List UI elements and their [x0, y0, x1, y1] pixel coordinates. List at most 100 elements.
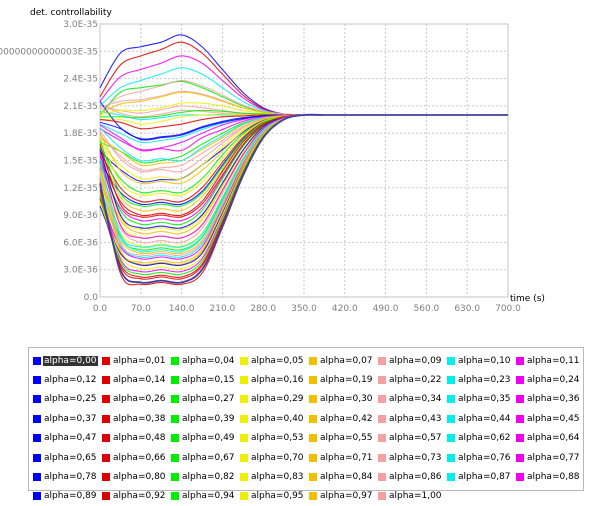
legend-label: alpha=0,34: [389, 394, 442, 405]
legend-label: alpha=0,38: [113, 413, 166, 424]
legend-item[interactable]: alpha=0,29: [240, 390, 309, 409]
legend-item[interactable]: alpha=0,48: [102, 429, 171, 448]
legend-item[interactable]: alpha=0,09: [378, 351, 447, 370]
legend-item[interactable]: alpha=0,12: [33, 370, 102, 389]
legend-item[interactable]: alpha=0,23: [447, 370, 516, 389]
legend-item[interactable]: alpha=0,01: [102, 351, 171, 370]
legend-swatch-icon: [378, 395, 386, 404]
legend-item[interactable]: alpha=0,25: [33, 390, 102, 409]
legend-item[interactable]: alpha=0,92: [102, 487, 171, 506]
legend-label: alpha=0,40: [251, 413, 304, 424]
legend-item[interactable]: alpha=0,45: [516, 409, 585, 428]
legend-item[interactable]: alpha=0,43: [378, 409, 447, 428]
x-tick-label: 210.0: [210, 304, 236, 314]
legend-item[interactable]: alpha=0,55: [309, 429, 378, 448]
legend-item[interactable]: alpha=0,66: [102, 448, 171, 467]
legend-item[interactable]: alpha=0,88: [516, 467, 585, 486]
legend-item[interactable]: alpha=0,35: [447, 390, 516, 409]
legend-item[interactable]: alpha=0,71: [309, 448, 378, 467]
legend-item[interactable]: alpha=0,04: [171, 351, 240, 370]
legend-item[interactable]: alpha=0,24: [516, 370, 585, 389]
legend-label: alpha=0,14: [113, 375, 166, 386]
legend-item[interactable]: alpha=0,14: [102, 370, 171, 389]
legend-item[interactable]: alpha=0,11: [516, 351, 585, 370]
legend-swatch-icon: [516, 376, 524, 385]
legend-item[interactable]: alpha=0,73: [378, 448, 447, 467]
legend-item[interactable]: alpha=0,87: [447, 467, 516, 486]
legend-item[interactable]: alpha=0,82: [171, 467, 240, 486]
legend-item[interactable]: alpha=0,94: [171, 487, 240, 506]
legend-label: alpha=0,71: [320, 452, 373, 463]
legend-item[interactable]: alpha=0,97: [309, 487, 378, 506]
legend-swatch-icon: [378, 356, 386, 365]
legend-item[interactable]: alpha=0,22: [378, 370, 447, 389]
legend-swatch-icon: [102, 453, 110, 462]
y-tick-label: 3.0E-36: [63, 266, 98, 276]
legend-item[interactable]: alpha=0,70: [240, 448, 309, 467]
chart-series-group: [99, 34, 508, 286]
legend-item[interactable]: alpha=0,67: [171, 448, 240, 467]
legend-swatch-icon: [171, 356, 179, 365]
legend-label: alpha=0,82: [182, 472, 235, 483]
legend-item[interactable]: alpha=0,65: [33, 448, 102, 467]
legend-label: alpha=0,09: [389, 355, 442, 366]
legend-item[interactable]: alpha=0,10: [447, 351, 516, 370]
legend-item[interactable]: alpha=0,40: [240, 409, 309, 428]
legend-item[interactable]: alpha=0,00: [33, 351, 102, 370]
legend-item[interactable]: alpha=0,39: [171, 409, 240, 428]
legend-swatch-icon: [309, 414, 317, 423]
legend-item[interactable]: alpha=0,44: [447, 409, 516, 428]
legend-label: alpha=0,97: [320, 491, 373, 502]
legend-item[interactable]: alpha=0,84: [309, 467, 378, 486]
legend-item[interactable]: alpha=0,57: [378, 429, 447, 448]
legend-label: alpha=0,22: [389, 375, 442, 386]
legend-item[interactable]: alpha=0,83: [240, 467, 309, 486]
legend-item[interactable]: alpha=0,62: [447, 429, 516, 448]
legend-swatch-icon: [447, 376, 455, 385]
legend-label: alpha=0,86: [389, 472, 442, 483]
legend-label: alpha=0,45: [527, 413, 580, 424]
legend-item[interactable]: alpha=0,53: [240, 429, 309, 448]
legend-item[interactable]: alpha=0,76: [447, 448, 516, 467]
legend-label: alpha=0,11: [527, 355, 580, 366]
legend-item[interactable]: alpha=0,36: [516, 390, 585, 409]
legend-item[interactable]: alpha=0,80: [102, 467, 171, 486]
legend-swatch-icon: [240, 376, 248, 385]
y-tick-label: 2.70000000000000003E-35: [0, 47, 98, 57]
legend-item[interactable]: alpha=0,27: [171, 390, 240, 409]
legend-item[interactable]: alpha=0,86: [378, 467, 447, 486]
x-tick-label: 700.0: [495, 304, 521, 314]
legend-label: alpha=0,44: [458, 413, 511, 424]
chart-axes: 0.0 70.0 140.0 210.0 280.0 350.0 420.0 490.0 560…: [0, 8, 545, 314]
x-tick-label: 560.0: [414, 304, 440, 314]
legend-item[interactable]: alpha=0,89: [33, 487, 102, 506]
legend-item[interactable]: alpha=0,05: [240, 351, 309, 370]
legend-item[interactable]: alpha=0,15: [171, 370, 240, 389]
legend-item[interactable]: alpha=0,07: [309, 351, 378, 370]
legend-swatch-icon: [516, 434, 524, 443]
legend-item[interactable]: alpha=0,78: [33, 467, 102, 486]
x-tick-label: 420.0: [332, 304, 358, 314]
legend-item[interactable]: alpha=0,42: [309, 409, 378, 428]
legend-swatch-icon: [309, 434, 317, 443]
legend-item[interactable]: alpha=0,19: [309, 370, 378, 389]
legend-label: alpha=0,04: [182, 355, 235, 366]
legend-label: alpha=0,76: [458, 452, 511, 463]
legend-item[interactable]: alpha=0,16: [240, 370, 309, 389]
legend-item[interactable]: alpha=0,49: [171, 429, 240, 448]
legend-item[interactable]: alpha=0,34: [378, 390, 447, 409]
legend-item[interactable]: alpha=0,38: [102, 409, 171, 428]
legend-item[interactable]: alpha=1,00: [378, 487, 447, 506]
legend-item[interactable]: alpha=0,64: [516, 429, 585, 448]
legend-label: alpha=0,05: [251, 355, 304, 366]
legend-item[interactable]: alpha=0,37: [33, 409, 102, 428]
legend-item[interactable]: alpha=0,77: [516, 448, 585, 467]
legend-item[interactable]: alpha=0,30: [309, 390, 378, 409]
legend-label: alpha=0,83: [251, 472, 304, 483]
legend-label: alpha=0,92: [113, 491, 166, 502]
legend-swatch-icon: [102, 414, 110, 423]
legend-item[interactable]: alpha=0,26: [102, 390, 171, 409]
legend-swatch-icon: [516, 473, 524, 482]
legend-item[interactable]: alpha=0,47: [33, 429, 102, 448]
legend-item[interactable]: alpha=0,95: [240, 487, 309, 506]
